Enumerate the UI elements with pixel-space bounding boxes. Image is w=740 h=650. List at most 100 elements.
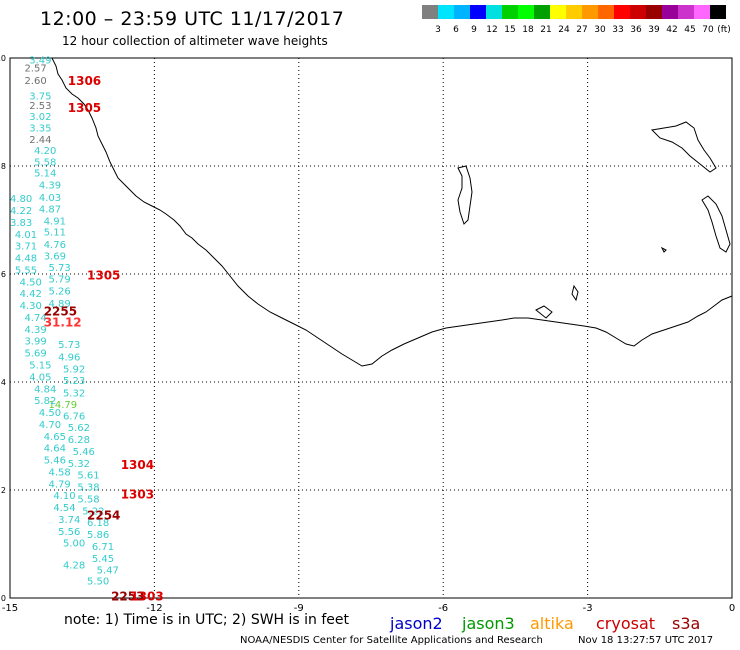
wave-height-label: 2.53: [29, 101, 51, 112]
colorbar-swatch: [630, 5, 646, 19]
colorbar-label: 3: [435, 25, 441, 35]
colorbar-swatch: [678, 5, 694, 19]
colorbar-label: 27: [576, 25, 588, 35]
pass-time-label: 31.12: [44, 315, 82, 329]
y-tick-label: 2: [1, 486, 6, 495]
river-dot: [571, 284, 579, 302]
wave-height-label: 5.92: [63, 364, 85, 375]
colorbar-label: 9: [471, 25, 477, 35]
colorbar-label: 24: [558, 25, 570, 35]
wave-height-label: 5.14: [34, 168, 56, 179]
colorbar-unit: (ft): [717, 25, 731, 35]
wave-height-label: 5.86: [87, 530, 109, 541]
x-tick-label: -15: [2, 603, 18, 614]
coastline-west-africa: [51, 57, 733, 367]
wave-height-label: 4.20: [34, 146, 56, 157]
wave-height-label: 5.23: [63, 376, 85, 387]
wave-height-label: 3.83: [10, 218, 32, 229]
x-tick-label: -12: [146, 603, 162, 614]
y-tick-label: 0: [1, 594, 6, 603]
wave-height-label: 5.69: [24, 349, 46, 360]
wave-height-label: 4.01: [15, 230, 37, 241]
wave-height-label: 3.75: [29, 92, 51, 103]
colorbar-swatch: [662, 5, 678, 19]
wave-height-label: 3.74: [58, 515, 80, 526]
pass-time-label: 1303: [121, 488, 154, 502]
lake-east-2: [701, 195, 731, 253]
pass-time-label: 2253: [111, 590, 144, 604]
wave-height-label: 6.71: [92, 542, 114, 553]
wave-height-label: 5.11: [44, 228, 66, 239]
wave-height-label: 5.32: [68, 459, 90, 470]
colorbar-label: 42: [666, 25, 678, 35]
wave-height-label: 5.46: [73, 447, 95, 458]
wave-height-label: 4.54: [53, 503, 75, 514]
coastline: [51, 57, 733, 367]
wave-height-label: 3.71: [15, 242, 37, 253]
map-title: 12:00 – 23:59 UTC 11/17/2017: [40, 8, 345, 30]
wave-height-label: 4.05: [29, 372, 51, 383]
wave-height-label: 4.80: [10, 194, 32, 205]
units-note: note: 1) Time is in UTC; 2) SWH is in fe…: [64, 612, 350, 628]
colorbar-swatch: [470, 5, 486, 19]
wave-height-label: 5.58: [34, 157, 56, 168]
wave-height-label: 5.46: [44, 456, 66, 467]
wave-height-label: 5.47: [97, 566, 119, 577]
wave-height-label: 4.50: [20, 277, 42, 288]
wave-height-label: 2.57: [24, 64, 46, 75]
y-tick-label: 8: [1, 162, 6, 171]
colorbar-label: 39: [648, 25, 660, 35]
y-tick-label: 10: [0, 54, 6, 63]
wave-height-label: 5.26: [49, 287, 71, 298]
satellite-cryosat: cryosat: [596, 614, 656, 633]
colorbar-swatch: [566, 5, 582, 19]
colorbar-label: 36: [630, 25, 642, 35]
colorbar-label: 33: [612, 25, 624, 35]
wave-height-label: 2.44: [29, 135, 51, 146]
wave-height-label: 4.39: [24, 325, 46, 336]
colorbar-label: 30: [594, 25, 606, 35]
wave-height-label: 5.73: [49, 263, 71, 274]
wave-height-label: 4.03: [39, 193, 61, 204]
pass-time-label: 2255: [44, 305, 77, 319]
data-labels: 3.492.572.603.752.533.023.352.444.205.58…: [10, 55, 164, 603]
wave-height-label: 5.56: [58, 527, 80, 538]
wave-height-label: 4.42: [20, 289, 42, 300]
pass-time-label: 2254: [87, 509, 120, 523]
islet: [660, 246, 667, 253]
wave-height-label: 3.02: [29, 112, 51, 123]
map-subtitle: 12 hour collection of altimeter wave hei…: [62, 34, 328, 48]
wave-height-label: 5.79: [49, 275, 71, 286]
wave-height-label: 4.74: [24, 313, 46, 324]
wave-height-label: 14.79: [49, 400, 78, 411]
wave-height-label: 4.70: [39, 420, 61, 431]
colorbar-swatch: [454, 5, 470, 19]
colorbar-label: 21: [540, 25, 552, 35]
colorbar-swatch: [614, 5, 630, 19]
wave-height-label: 5.32: [63, 389, 85, 400]
colorbar-swatch: [438, 5, 454, 19]
wave-height-label: 3.49: [29, 55, 51, 66]
wave-height-label: 4.96: [58, 352, 80, 363]
wave-height-label: 5.82: [34, 396, 56, 407]
wave-height-label: 4.39: [39, 181, 61, 192]
wave-height-label: 4.10: [53, 491, 75, 502]
colorbar-swatch: [582, 5, 598, 19]
inlet: [535, 305, 553, 319]
satellite-altika: altika: [530, 614, 574, 633]
wave-height-label: 4.84: [34, 384, 56, 395]
wave-height-label: 5.58: [77, 494, 99, 505]
colorbar-swatch: [646, 5, 662, 19]
wave-height-label: 4.28: [63, 560, 85, 571]
colorbar-label: 70: [702, 25, 714, 35]
wave-height-label: 4.48: [15, 254, 37, 265]
wave-height-label: 4.50: [39, 408, 61, 419]
colorbar-swatch: [710, 5, 726, 19]
satellite-jason3: jason3: [462, 614, 515, 633]
y-tick-label: 4: [1, 378, 6, 387]
wave-height-label: 5.61: [77, 471, 99, 482]
lake-ghana: [457, 165, 473, 225]
axis-ticks: -15 -12 -9 -6 -3 0 0 2 4 6 8 10: [0, 54, 735, 614]
wave-height-label: 3.69: [44, 251, 66, 262]
